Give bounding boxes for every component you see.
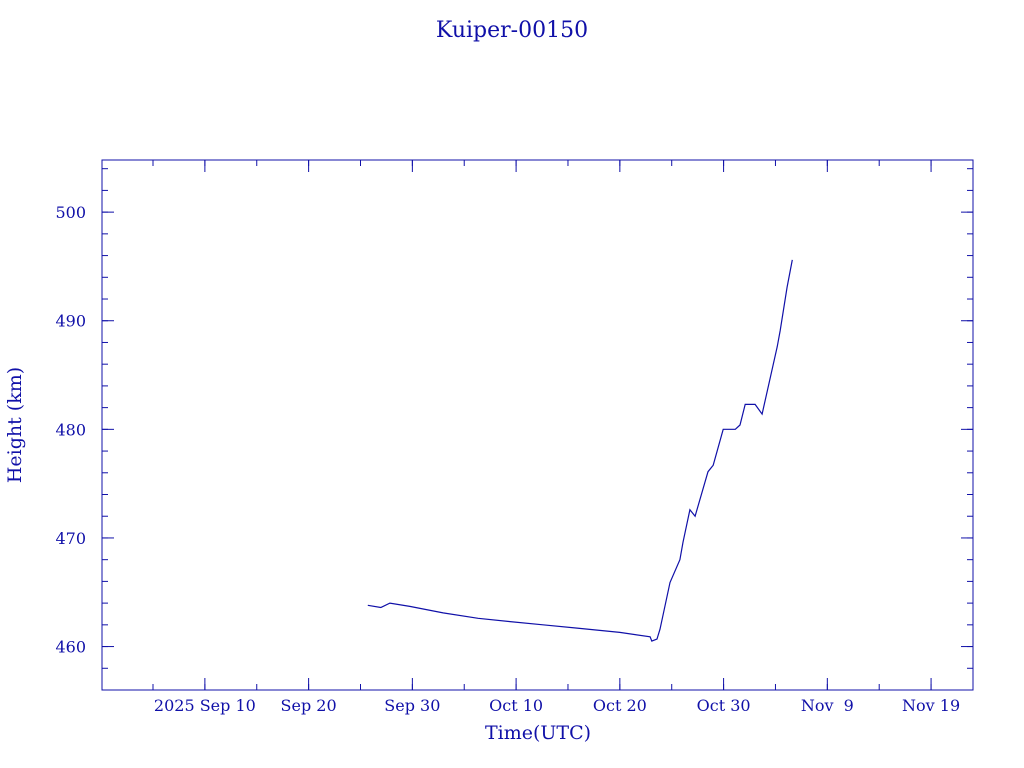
axis-ticks (102, 160, 973, 691)
y-tick-label: 500 (55, 203, 86, 222)
x-axis-label: Time(UTC) (485, 722, 591, 744)
x-tick-label: Nov 19 (902, 696, 960, 715)
x-tick-label: Sep 30 (384, 696, 440, 715)
x-tick-label: Nov 9 (801, 696, 854, 715)
y-tick-label: 480 (55, 420, 86, 439)
y-tick-label: 470 (55, 529, 86, 548)
x-tick-label: Sep 20 (281, 696, 337, 715)
y-tick-label: 460 (55, 638, 86, 657)
plot-frame (101, 159, 974, 691)
tick-labels: 2025 Sep 10 Sep 20 Sep 30 Oct 10 Oct 20 Oct 3… (55, 203, 960, 715)
x-tick-label: 2025 Sep 10 (154, 696, 256, 715)
x-tick-label: Oct 30 (697, 696, 751, 715)
height-series-line (367, 259, 793, 642)
chart-title: Kuiper-00150 (436, 18, 588, 43)
x-tick-label: Oct 20 (593, 696, 647, 715)
y-axis-label: Height (km) (4, 367, 26, 483)
y-tick-label: 490 (55, 312, 86, 331)
x-tick-label: Oct 10 (489, 696, 543, 715)
